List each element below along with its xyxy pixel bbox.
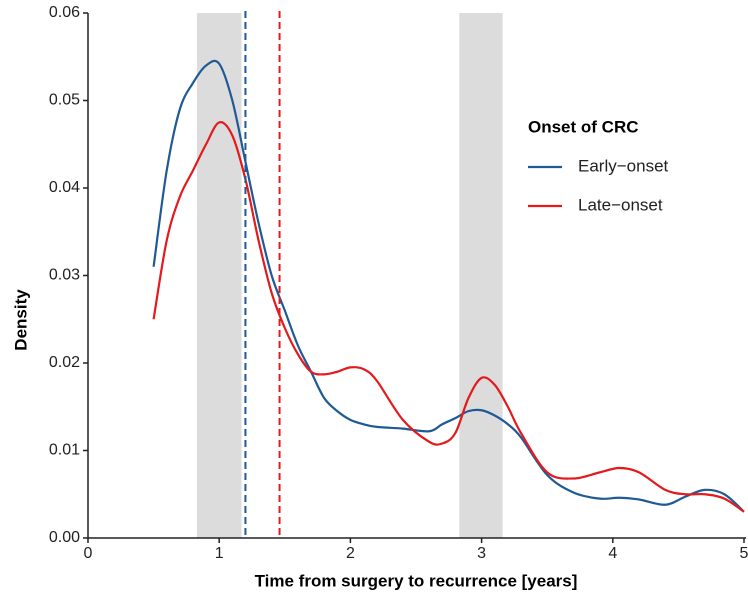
density-line — [152, 59, 745, 513]
y-tick-label: 0.05 — [49, 92, 80, 109]
density-line — [152, 121, 745, 513]
y-tick-label: 0.01 — [49, 442, 80, 459]
x-tick-label: 0 — [84, 545, 93, 562]
y-tick-label: 0.03 — [49, 267, 80, 284]
shaded-region — [459, 13, 503, 538]
legend-label: Early−onset — [578, 156, 669, 175]
y-tick-label: 0.00 — [49, 529, 80, 546]
x-tick-label: 5 — [740, 545, 748, 562]
y-axis-label: Density — [11, 289, 30, 351]
y-tick-label: 0.04 — [49, 179, 80, 196]
legend-title: Onset of CRC — [528, 117, 639, 136]
x-tick-label: 1 — [215, 545, 224, 562]
x-axis-label: Time from surgery to recurrence [years] — [255, 571, 578, 590]
x-tick-label: 3 — [477, 545, 486, 562]
x-tick-label: 4 — [608, 545, 617, 562]
legend-label: Late−onset — [578, 195, 663, 214]
x-tick-label: 2 — [346, 545, 355, 562]
shaded-region — [196, 13, 242, 538]
y-tick-label: 0.06 — [49, 4, 80, 21]
y-tick-label: 0.02 — [49, 354, 80, 371]
